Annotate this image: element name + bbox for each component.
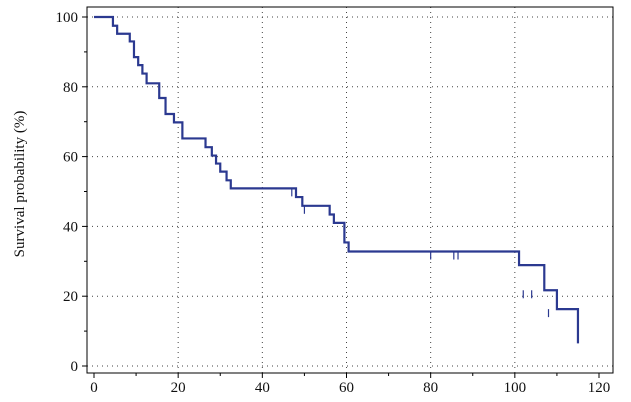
grid-lines — [87, 7, 613, 373]
axis-ticks: 0 20 40 60 80 100 120 0 20 40 60 80 100 — [56, 10, 611, 396]
censor-marks — [291, 188, 550, 318]
y-tick-label: 60 — [63, 150, 78, 166]
series-group — [94, 15, 580, 344]
y-tick-label: 20 — [63, 289, 78, 305]
x-tick-label: 20 — [171, 380, 186, 396]
survival-curve — [94, 15, 580, 344]
y-tick-label: 100 — [56, 10, 79, 26]
x-tick-label: 0 — [90, 380, 98, 396]
plot-frame — [86, 6, 614, 374]
x-tick-label: 40 — [255, 380, 270, 396]
x-tick-label: 80 — [423, 380, 438, 396]
x-tick-label: 100 — [504, 380, 527, 396]
y-tick-label: 0 — [71, 359, 79, 375]
y-tick-label: 40 — [63, 219, 78, 235]
x-tick-label: 120 — [588, 380, 611, 396]
y-tick-label: 80 — [63, 80, 78, 96]
y-axis-title: Survival probability (%) — [12, 111, 28, 258]
x-tick-label: 60 — [339, 380, 354, 396]
